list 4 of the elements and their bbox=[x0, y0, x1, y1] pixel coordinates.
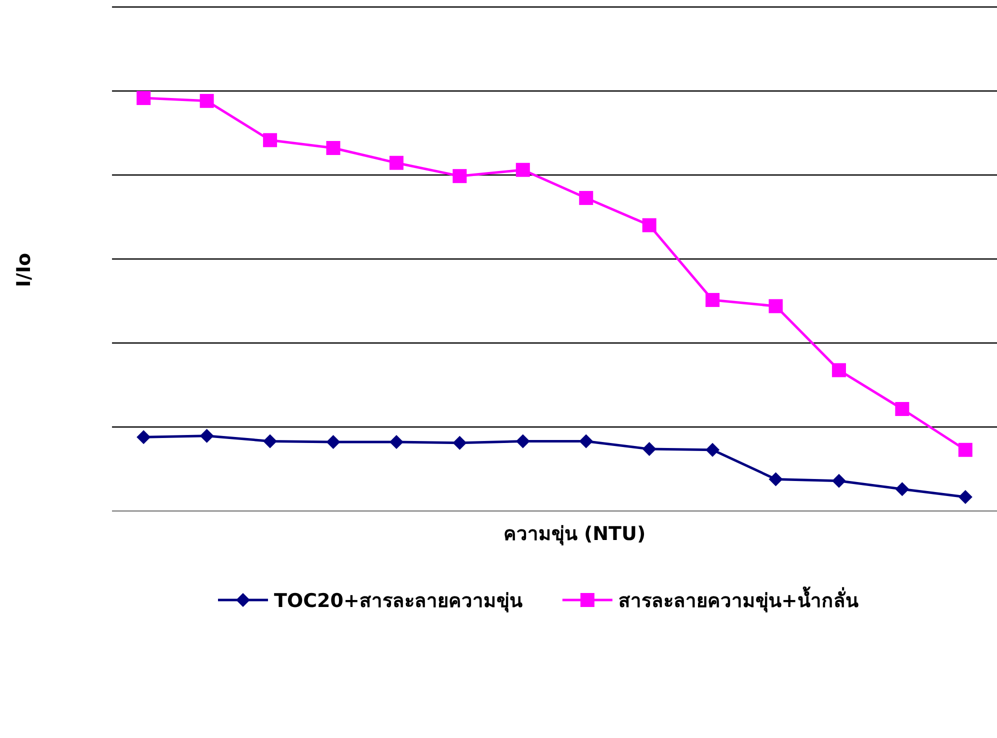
x-axis-title: ความขุ่น (NTU) bbox=[503, 523, 646, 546]
legend-label: สารละลายความขุ่น+น้ำกลั่น bbox=[618, 586, 858, 613]
y-axis-title: I/Io bbox=[13, 252, 35, 288]
legend-label: TOC20+สารละลายความขุ่น bbox=[274, 590, 522, 613]
